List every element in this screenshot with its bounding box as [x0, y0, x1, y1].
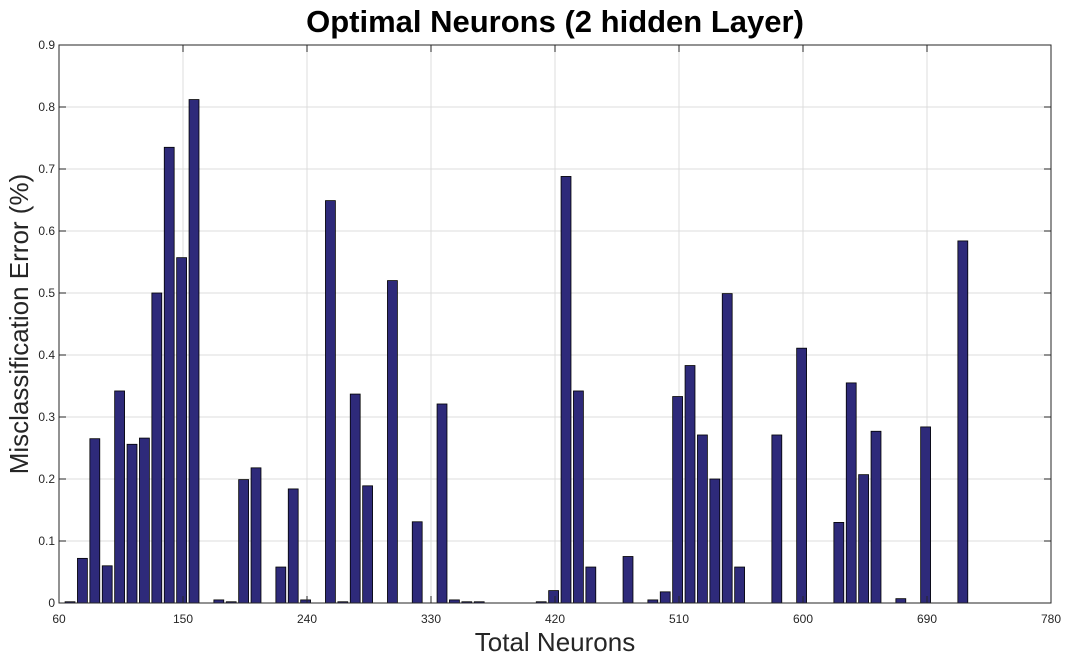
bar [833, 522, 845, 604]
bar [114, 390, 125, 604]
bar [287, 488, 299, 604]
x-axis-label: Total Neurons [475, 627, 635, 657]
bar [176, 257, 187, 604]
bars [64, 99, 969, 604]
bar [895, 598, 907, 604]
bar [771, 434, 783, 604]
x-tick-label: 420 [545, 612, 565, 626]
bar [858, 474, 869, 604]
y-tick-label: 0.2 [38, 472, 55, 486]
x-tick-label: 600 [793, 612, 813, 626]
bar [411, 521, 423, 604]
x-tick-label: 240 [297, 612, 317, 626]
y-tick-labels: 0 0.1 0.2 0.3 0.4 0.5 0.6 0.7 0.8 0.9 [38, 38, 55, 610]
bar [362, 485, 373, 604]
bar [697, 434, 708, 604]
y-tick-label: 0.6 [38, 224, 55, 238]
x-tick-label: 690 [917, 612, 937, 626]
bar [659, 591, 671, 604]
bar [139, 437, 150, 604]
y-tick-label: 0.5 [38, 286, 55, 300]
bar [672, 396, 683, 604]
bar [151, 292, 163, 604]
bar [188, 99, 200, 604]
bar [845, 382, 857, 604]
bar [275, 566, 287, 604]
bar [957, 240, 969, 604]
y-tick-label: 0.9 [38, 38, 55, 52]
y-tick-label: 0.7 [38, 162, 55, 176]
bar [349, 393, 361, 604]
bar [734, 566, 745, 604]
bar [796, 347, 807, 604]
x-tick-label: 330 [421, 612, 441, 626]
y-tick-label: 0.3 [38, 410, 55, 424]
bar [573, 390, 584, 604]
bar [585, 566, 597, 604]
bar [684, 365, 696, 604]
x-tick-label: 510 [669, 612, 689, 626]
bar [77, 557, 88, 604]
bar [126, 443, 138, 604]
x-tick-label: 780 [1041, 612, 1061, 626]
bar [387, 280, 398, 604]
bar [238, 479, 249, 604]
x-tick-labels: 60 150 240 330 420 510 600 690 780 [52, 612, 1061, 626]
chart-title: Optimal Neurons (2 hidden Layer) [306, 4, 804, 39]
bar [548, 590, 559, 604]
y-tick-label: 0.4 [38, 348, 55, 362]
y-tick-label: 0.8 [38, 100, 55, 114]
bar [89, 438, 101, 604]
bar [436, 403, 448, 604]
bar [101, 565, 113, 604]
bar [870, 430, 882, 604]
bar [250, 467, 262, 604]
x-tick-label: 150 [173, 612, 193, 626]
y-tick-label: 0.1 [38, 534, 55, 548]
bar [721, 293, 733, 604]
bar [709, 478, 721, 604]
bar [325, 200, 336, 604]
y-axis-label: Misclassification Error (%) [4, 174, 34, 475]
y-tick-label: 0 [48, 596, 55, 610]
ticks [58, 44, 1052, 604]
bar [622, 556, 634, 604]
bar [920, 426, 931, 604]
bar [163, 146, 175, 604]
x-tick-label: 60 [52, 612, 66, 626]
bar [560, 176, 572, 604]
